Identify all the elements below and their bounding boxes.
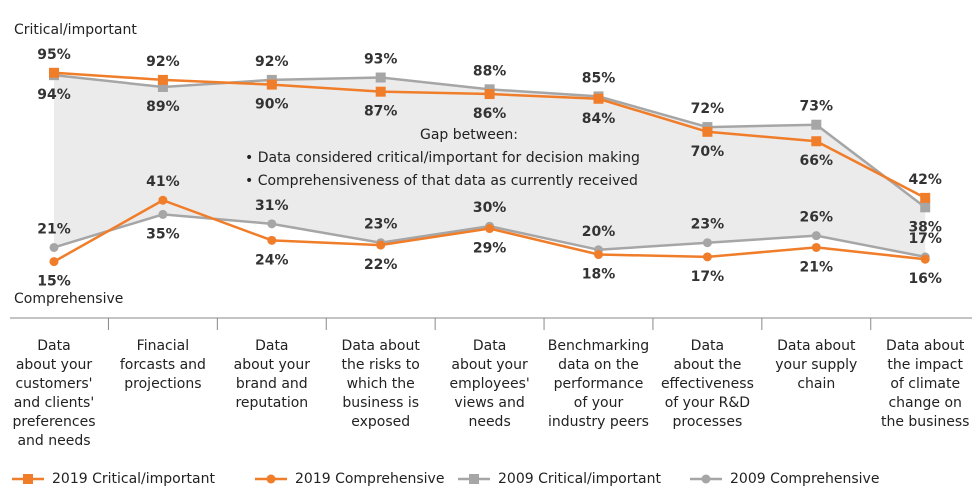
marker — [375, 72, 386, 83]
value-label: 72% — [691, 101, 725, 117]
marker — [920, 202, 931, 213]
value-label: 95% — [37, 47, 71, 63]
marker — [920, 254, 930, 264]
x-tick-label: Data about your brand and reputation — [234, 338, 311, 411]
value-label: 73% — [800, 99, 834, 115]
value-label: 31% — [255, 198, 289, 214]
x-tick-label: Benchmarking data on the performance of you… — [548, 338, 649, 430]
value-label: 17% — [691, 269, 725, 285]
value-label: 18% — [582, 267, 616, 283]
value-label: 66% — [800, 153, 834, 169]
marker — [49, 257, 59, 267]
x-tick-label: Data about your supply chain — [775, 338, 857, 392]
x-tick-label: Data about the risks to which the business … — [342, 338, 421, 430]
marker — [702, 126, 713, 137]
x-tick-label: Data about the impact of climate change on t… — [881, 338, 969, 430]
value-label: 23% — [364, 217, 398, 233]
marker — [49, 67, 59, 78]
legend-marker — [701, 474, 711, 484]
gap-line: • Comprehensiveness of that data as curr… — [245, 173, 638, 189]
value-label: 90% — [255, 97, 289, 113]
marker — [158, 195, 168, 205]
legend-label: 2009 Comprehensive — [730, 471, 879, 487]
marker — [811, 119, 822, 130]
value-label: 92% — [255, 54, 289, 70]
value-label: 38% — [908, 219, 942, 235]
value-label: 86% — [473, 106, 507, 122]
marker — [811, 231, 821, 241]
value-label: 84% — [582, 111, 616, 127]
value-label: 89% — [146, 99, 180, 115]
value-label: 22% — [364, 257, 398, 273]
value-label: 29% — [473, 241, 507, 257]
gap-title: Gap between: — [420, 127, 518, 143]
value-label: 94% — [37, 87, 71, 103]
marker — [702, 252, 712, 262]
top-label: Critical/important — [14, 22, 137, 38]
marker — [702, 238, 712, 248]
value-label: 93% — [364, 52, 398, 68]
value-label: 21% — [37, 221, 71, 237]
value-label: 26% — [800, 210, 834, 226]
value-label: 23% — [691, 217, 725, 233]
gap-line: • Data considered critical/important for… — [245, 150, 640, 166]
marker — [811, 242, 821, 252]
marker — [375, 86, 386, 97]
value-label: 42% — [908, 172, 942, 188]
value-label: 70% — [691, 144, 725, 160]
value-label: 92% — [146, 54, 180, 70]
value-label: 88% — [473, 63, 507, 79]
value-label: 21% — [800, 259, 834, 275]
marker — [593, 93, 604, 104]
marker — [376, 240, 386, 250]
value-label: 30% — [473, 200, 507, 216]
x-tick-label: Data about your customers' and clients' pref… — [12, 338, 95, 449]
x-tick-label: Finacial forcasts and projections — [120, 338, 206, 392]
marker — [811, 136, 822, 147]
marker — [267, 219, 277, 229]
marker — [594, 250, 603, 260]
value-label: 87% — [364, 104, 398, 120]
marker — [266, 79, 277, 90]
x-tick-label: Data about your employees' views and needs — [449, 338, 529, 430]
bottom-label: Comprehensive — [14, 291, 123, 307]
legend-label: 2019 Critical/important — [52, 471, 215, 487]
value-label: 16% — [908, 271, 942, 287]
legend-label: 2019 Comprehensive — [295, 471, 444, 487]
marker — [157, 74, 168, 85]
value-label: 41% — [146, 174, 180, 190]
value-label: 20% — [582, 224, 616, 240]
x-tick-label: Data about the effectiveness of your R&D pro… — [661, 338, 754, 430]
gap-area — [54, 75, 926, 257]
value-label: 85% — [582, 70, 616, 86]
marker — [49, 242, 59, 252]
marker — [920, 192, 931, 203]
value-label: 15% — [37, 274, 71, 290]
marker — [485, 224, 495, 234]
marker — [267, 235, 277, 245]
legend-marker — [469, 474, 479, 484]
marker — [484, 89, 495, 100]
legend-marker — [266, 474, 276, 484]
legend-marker — [23, 474, 33, 484]
value-label: 17% — [908, 231, 942, 247]
marker — [157, 81, 168, 92]
marker — [158, 209, 168, 219]
value-label: 35% — [146, 226, 180, 242]
legend-label: 2009 Critical/important — [498, 471, 661, 487]
value-label: 24% — [255, 252, 289, 268]
